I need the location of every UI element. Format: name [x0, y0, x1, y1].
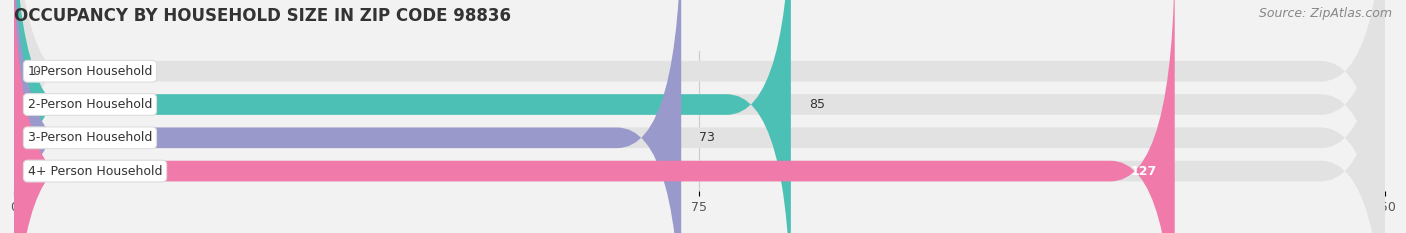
FancyBboxPatch shape [14, 0, 1385, 233]
FancyBboxPatch shape [14, 0, 790, 233]
Text: 0: 0 [32, 65, 41, 78]
FancyBboxPatch shape [14, 0, 1385, 233]
Text: OCCUPANCY BY HOUSEHOLD SIZE IN ZIP CODE 98836: OCCUPANCY BY HOUSEHOLD SIZE IN ZIP CODE … [14, 7, 510, 25]
FancyBboxPatch shape [14, 0, 1175, 233]
Text: 2-Person Household: 2-Person Household [28, 98, 152, 111]
Text: 127: 127 [1130, 164, 1157, 178]
Text: 85: 85 [810, 98, 825, 111]
FancyBboxPatch shape [14, 0, 1385, 233]
FancyBboxPatch shape [14, 0, 1385, 233]
Text: 4+ Person Household: 4+ Person Household [28, 164, 162, 178]
Text: 3-Person Household: 3-Person Household [28, 131, 152, 144]
Text: Source: ZipAtlas.com: Source: ZipAtlas.com [1258, 7, 1392, 20]
Text: 73: 73 [700, 131, 716, 144]
FancyBboxPatch shape [14, 0, 682, 233]
Text: 1-Person Household: 1-Person Household [28, 65, 152, 78]
